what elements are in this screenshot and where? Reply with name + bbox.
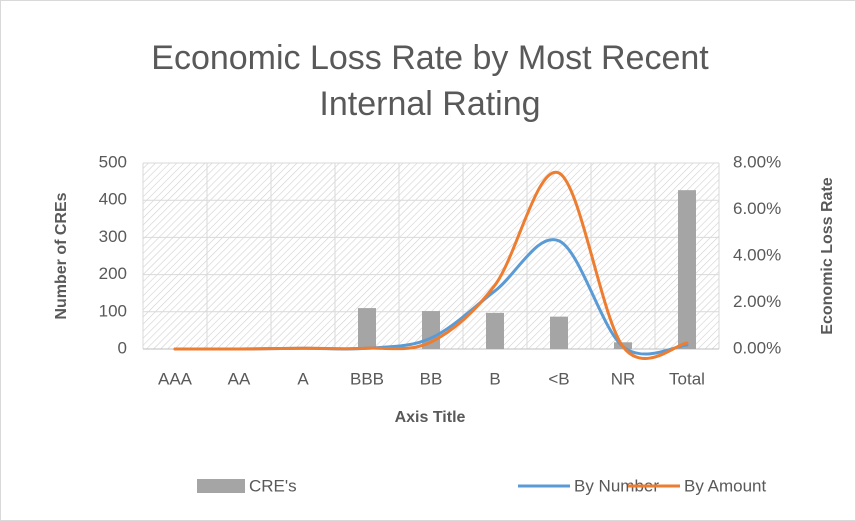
x-axis-title: Axis Title [395, 409, 466, 426]
legend-label: CRE's [249, 476, 297, 495]
bar [678, 190, 696, 349]
x-tick-label: AAA [158, 369, 193, 388]
legend-label: By Amount [684, 476, 766, 495]
bar [550, 316, 568, 349]
x-tick-label: A [297, 369, 309, 388]
y2-tick-label: 0.00% [733, 338, 781, 357]
x-tick-label: B [489, 369, 500, 388]
y-tick-label: 300 [99, 227, 127, 246]
x-tick-label: NR [611, 369, 636, 388]
y2-tick-label: 8.00% [733, 152, 781, 171]
x-tick-label: Total [669, 369, 705, 388]
y-tick-label: 100 [99, 301, 127, 320]
y2-tick-label: 6.00% [733, 199, 781, 218]
y-tick-label: 400 [99, 190, 127, 209]
x-tick-label: BBB [350, 369, 384, 388]
chart-title: Economic Loss Rate by Most Recent [151, 39, 709, 77]
bar [486, 312, 504, 349]
x-tick-label: AA [228, 369, 251, 388]
y2-tick-label: 2.00% [733, 292, 781, 311]
line [173, 170, 689, 360]
x-tick-label: BB [420, 369, 443, 388]
y2-tick-label: 4.00% [733, 245, 781, 264]
x-tick-label: <B [548, 369, 569, 388]
legend-swatch [197, 479, 245, 493]
bar [358, 308, 376, 349]
y2-axis-title: Economic Loss Rate [819, 177, 836, 334]
legend-label: By Number [574, 476, 659, 495]
y-axis-title: Number of CREs [53, 192, 70, 319]
y-tick-label: 200 [99, 264, 127, 283]
y-tick-label: 0 [118, 338, 127, 357]
chart-title: Internal Rating [319, 85, 540, 123]
y-tick-label: 500 [99, 152, 127, 171]
